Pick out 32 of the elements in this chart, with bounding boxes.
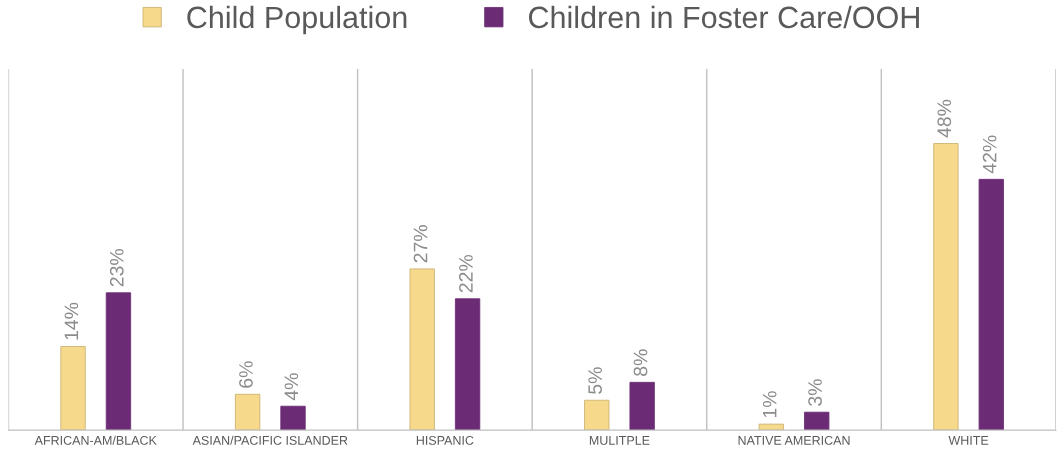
bar	[584, 399, 610, 431]
x-tick-label: WHITE	[948, 436, 989, 445]
x-tick-label: NATIVE AMERICAN	[738, 435, 850, 445]
data-label: 22%	[459, 254, 473, 293]
data-label: 23%	[109, 249, 124, 287]
bar	[758, 423, 784, 431]
bar	[409, 268, 435, 431]
bar	[105, 292, 132, 431]
bar	[804, 411, 830, 431]
data-label: 3%	[808, 379, 822, 406]
bar	[454, 298, 481, 431]
data-label: 48%	[937, 99, 952, 138]
data-label: 4%	[284, 373, 299, 401]
data-label: 8%	[633, 349, 648, 376]
data-label: 42%	[982, 135, 997, 174]
x-tick-label: HISPANIC	[416, 435, 474, 445]
bar	[629, 381, 655, 431]
bar	[978, 178, 1004, 431]
data-label: 14%	[64, 302, 79, 340]
legend-label: Children in Foster Care/OOH	[528, 5, 919, 29]
bar	[933, 143, 959, 431]
bar	[234, 393, 261, 431]
data-label: 5%	[588, 367, 602, 394]
data-label: 6%	[239, 361, 253, 388]
x-tick-label: ASIAN/PACIFIC ISLANDER	[192, 435, 348, 445]
data-label: 27%	[413, 225, 428, 263]
x-tick-label: AFRICAN-AM/BLACK	[34, 435, 157, 445]
bar	[280, 405, 306, 431]
x-tick-label: MULITPLE	[589, 436, 650, 445]
legend-label: Child Population	[187, 5, 407, 35]
data-label: 1%	[762, 391, 777, 418]
bar	[60, 346, 86, 431]
